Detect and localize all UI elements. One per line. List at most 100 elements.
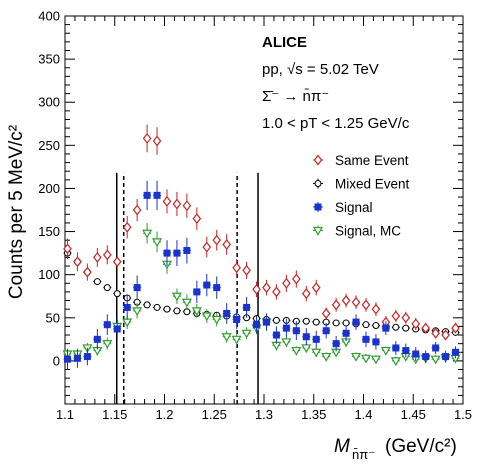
signal-point — [312, 330, 321, 348]
signal-mc-marker — [380, 346, 391, 356]
y-tick-label: 350 — [38, 52, 60, 67]
same-event-marker — [132, 204, 142, 216]
signal-point — [162, 240, 171, 267]
signal-point — [93, 328, 102, 350]
legend-entry-same-event: Same Event — [313, 153, 409, 168]
x-axis-title: M n̄π⁻ (GeV/c²) — [334, 436, 457, 462]
signal-mc-marker — [360, 354, 372, 364]
signal-mc-marker — [102, 340, 113, 349]
signal-marker — [73, 354, 81, 362]
signal-mc-marker — [370, 355, 381, 365]
signal-marker — [362, 335, 370, 343]
signal-point — [83, 347, 92, 366]
same-event-point — [63, 238, 72, 260]
same-event-marker — [371, 303, 381, 315]
signal-point — [242, 297, 251, 318]
signal-point — [381, 321, 390, 336]
same-event-marker — [63, 243, 72, 255]
legend-label-mixed-event: Mixed Event — [335, 177, 410, 192]
signal-point — [441, 350, 450, 363]
same-event-marker — [272, 286, 281, 298]
signal-point — [391, 341, 400, 355]
same-event-point — [103, 245, 112, 265]
signal-marker — [63, 355, 71, 363]
signal-point — [401, 343, 410, 358]
same-event-point — [311, 279, 321, 296]
signal-mc-marker — [351, 352, 362, 362]
signal-marker — [442, 353, 450, 361]
mixed-event-point — [342, 319, 351, 327]
signal-mc-marker — [281, 338, 292, 348]
same-event-point — [341, 293, 351, 308]
signal-point — [282, 318, 291, 338]
signal-marker — [402, 347, 410, 355]
same-event-marker — [311, 282, 321, 294]
mixed-event-marker — [332, 319, 340, 327]
legend-marker-signal-mc — [312, 226, 324, 236]
signal-marker — [163, 249, 171, 257]
same-event-marker — [361, 299, 371, 311]
same-event-marker — [73, 256, 82, 268]
series-layer — [62, 124, 461, 370]
mixed-event-point — [401, 324, 410, 332]
signal-point — [322, 322, 331, 339]
legend-entry-signal: Signal — [313, 200, 373, 215]
y-tick-labels: 0 50 100 150 200 250 300 350 400 — [38, 9, 60, 369]
y-tick-label: 100 — [38, 267, 60, 282]
signal-mc-point — [370, 354, 381, 365]
svg-text:M: M — [334, 436, 350, 457]
mixed-event-point — [143, 301, 152, 309]
signal-point — [252, 316, 261, 334]
signal-point — [352, 314, 361, 330]
same-event-point — [192, 207, 202, 230]
signal-point — [192, 280, 201, 304]
y-axis-title: Counts per 5 MeV/c² — [6, 125, 27, 299]
signal-marker — [452, 348, 460, 356]
mixed-event-point — [113, 290, 122, 298]
mixed-event-point — [272, 316, 281, 324]
same-event-marker — [401, 312, 411, 324]
signal-marker — [302, 333, 310, 341]
signal-point — [73, 348, 82, 368]
legend-marker-mixed-event — [314, 180, 322, 187]
signal-mc-marker — [142, 229, 153, 239]
same-event-marker — [172, 198, 182, 210]
y-tick-label: 0 — [53, 353, 60, 368]
signal-mc-point — [142, 222, 153, 244]
same-event-point — [371, 302, 381, 317]
signal-marker — [103, 321, 111, 329]
signal-marker — [153, 191, 161, 199]
same-event-marker — [331, 299, 341, 311]
signal-mc-marker — [171, 292, 182, 302]
signal-marker — [113, 325, 121, 333]
signal-point — [451, 346, 460, 359]
same-event-point — [202, 236, 212, 258]
x-tick-label: 1.4 — [354, 407, 372, 422]
same-event-point — [431, 327, 440, 339]
x-tick-label: 1.15 — [102, 407, 127, 422]
mixed-event-point — [332, 319, 341, 327]
same-event-point — [331, 297, 341, 312]
same-event-marker — [282, 277, 291, 289]
signal-mc-point — [360, 353, 372, 364]
signal-marker — [322, 327, 330, 335]
same-event-point — [73, 252, 82, 272]
same-event-marker — [192, 213, 202, 225]
same-event-point — [282, 274, 291, 292]
legend-label-same-event: Same Event — [335, 153, 409, 168]
series-signal-mc — [62, 222, 461, 367]
signal-marker — [312, 335, 320, 343]
signal-mc-marker — [390, 357, 401, 367]
same-event-point — [152, 127, 162, 155]
mixed-event-marker — [402, 324, 410, 332]
same-event-point — [162, 189, 172, 214]
same-event-marker — [302, 288, 311, 300]
y-tick-label: 50 — [46, 310, 60, 325]
same-event-point — [361, 297, 371, 312]
y-tick-label: 250 — [38, 138, 60, 153]
signal-point — [302, 328, 311, 346]
signal-point — [371, 334, 380, 350]
signal-marker — [392, 344, 400, 352]
same-event-point — [391, 310, 401, 323]
